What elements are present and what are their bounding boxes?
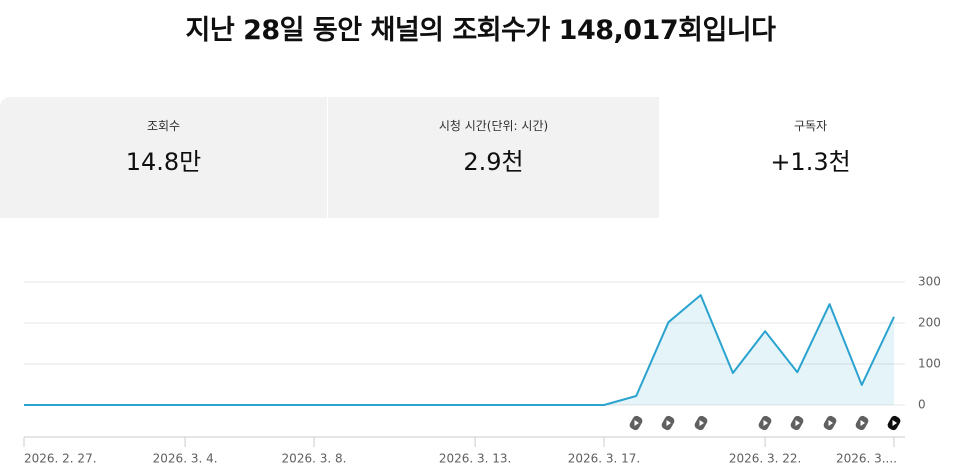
x-tick-label: 2026. 3. 4. [153,452,218,466]
x-tick-label: 2026. 3.... [836,452,897,466]
metric-value: 14.8만 [125,148,202,176]
x-tick-label: 2026. 3. 17. [568,452,641,466]
y-tick-label: 0 [918,398,926,412]
metric-card[interactable]: 시청 시간(단위: 시간) 2.9천 [328,97,659,218]
metric-label: 조회수 [146,119,181,133]
area [24,295,894,405]
x-tick-label: 2026. 3. 13. [439,452,512,466]
metric-value: 2.9천 [463,148,524,176]
metric-value: +1.3천 [770,148,851,176]
page-title: 지난 28일 동안 채널의 조회수가 148,017회입니다 [185,15,777,46]
shorts-icons [629,415,901,431]
y-tick-label: 300 [918,275,941,289]
metric-card[interactable]: 구독자 +1.3천 [660,97,961,218]
x-tick-label: 2026. 3. 8. [282,452,347,466]
line [24,294,895,406]
y-tick-label: 200 [918,316,941,330]
metric-label: 시청 시간(단위: 시간) [438,119,549,133]
x-tick-label: 2026. 3. 22. [729,452,802,466]
x-tick-label: 2026. 2. 27. [24,452,97,466]
metric-card[interactable]: 조회수 14.8만 [0,97,327,218]
metric-label: 구독자 [793,119,828,133]
y-tick-label: 100 [918,357,941,371]
